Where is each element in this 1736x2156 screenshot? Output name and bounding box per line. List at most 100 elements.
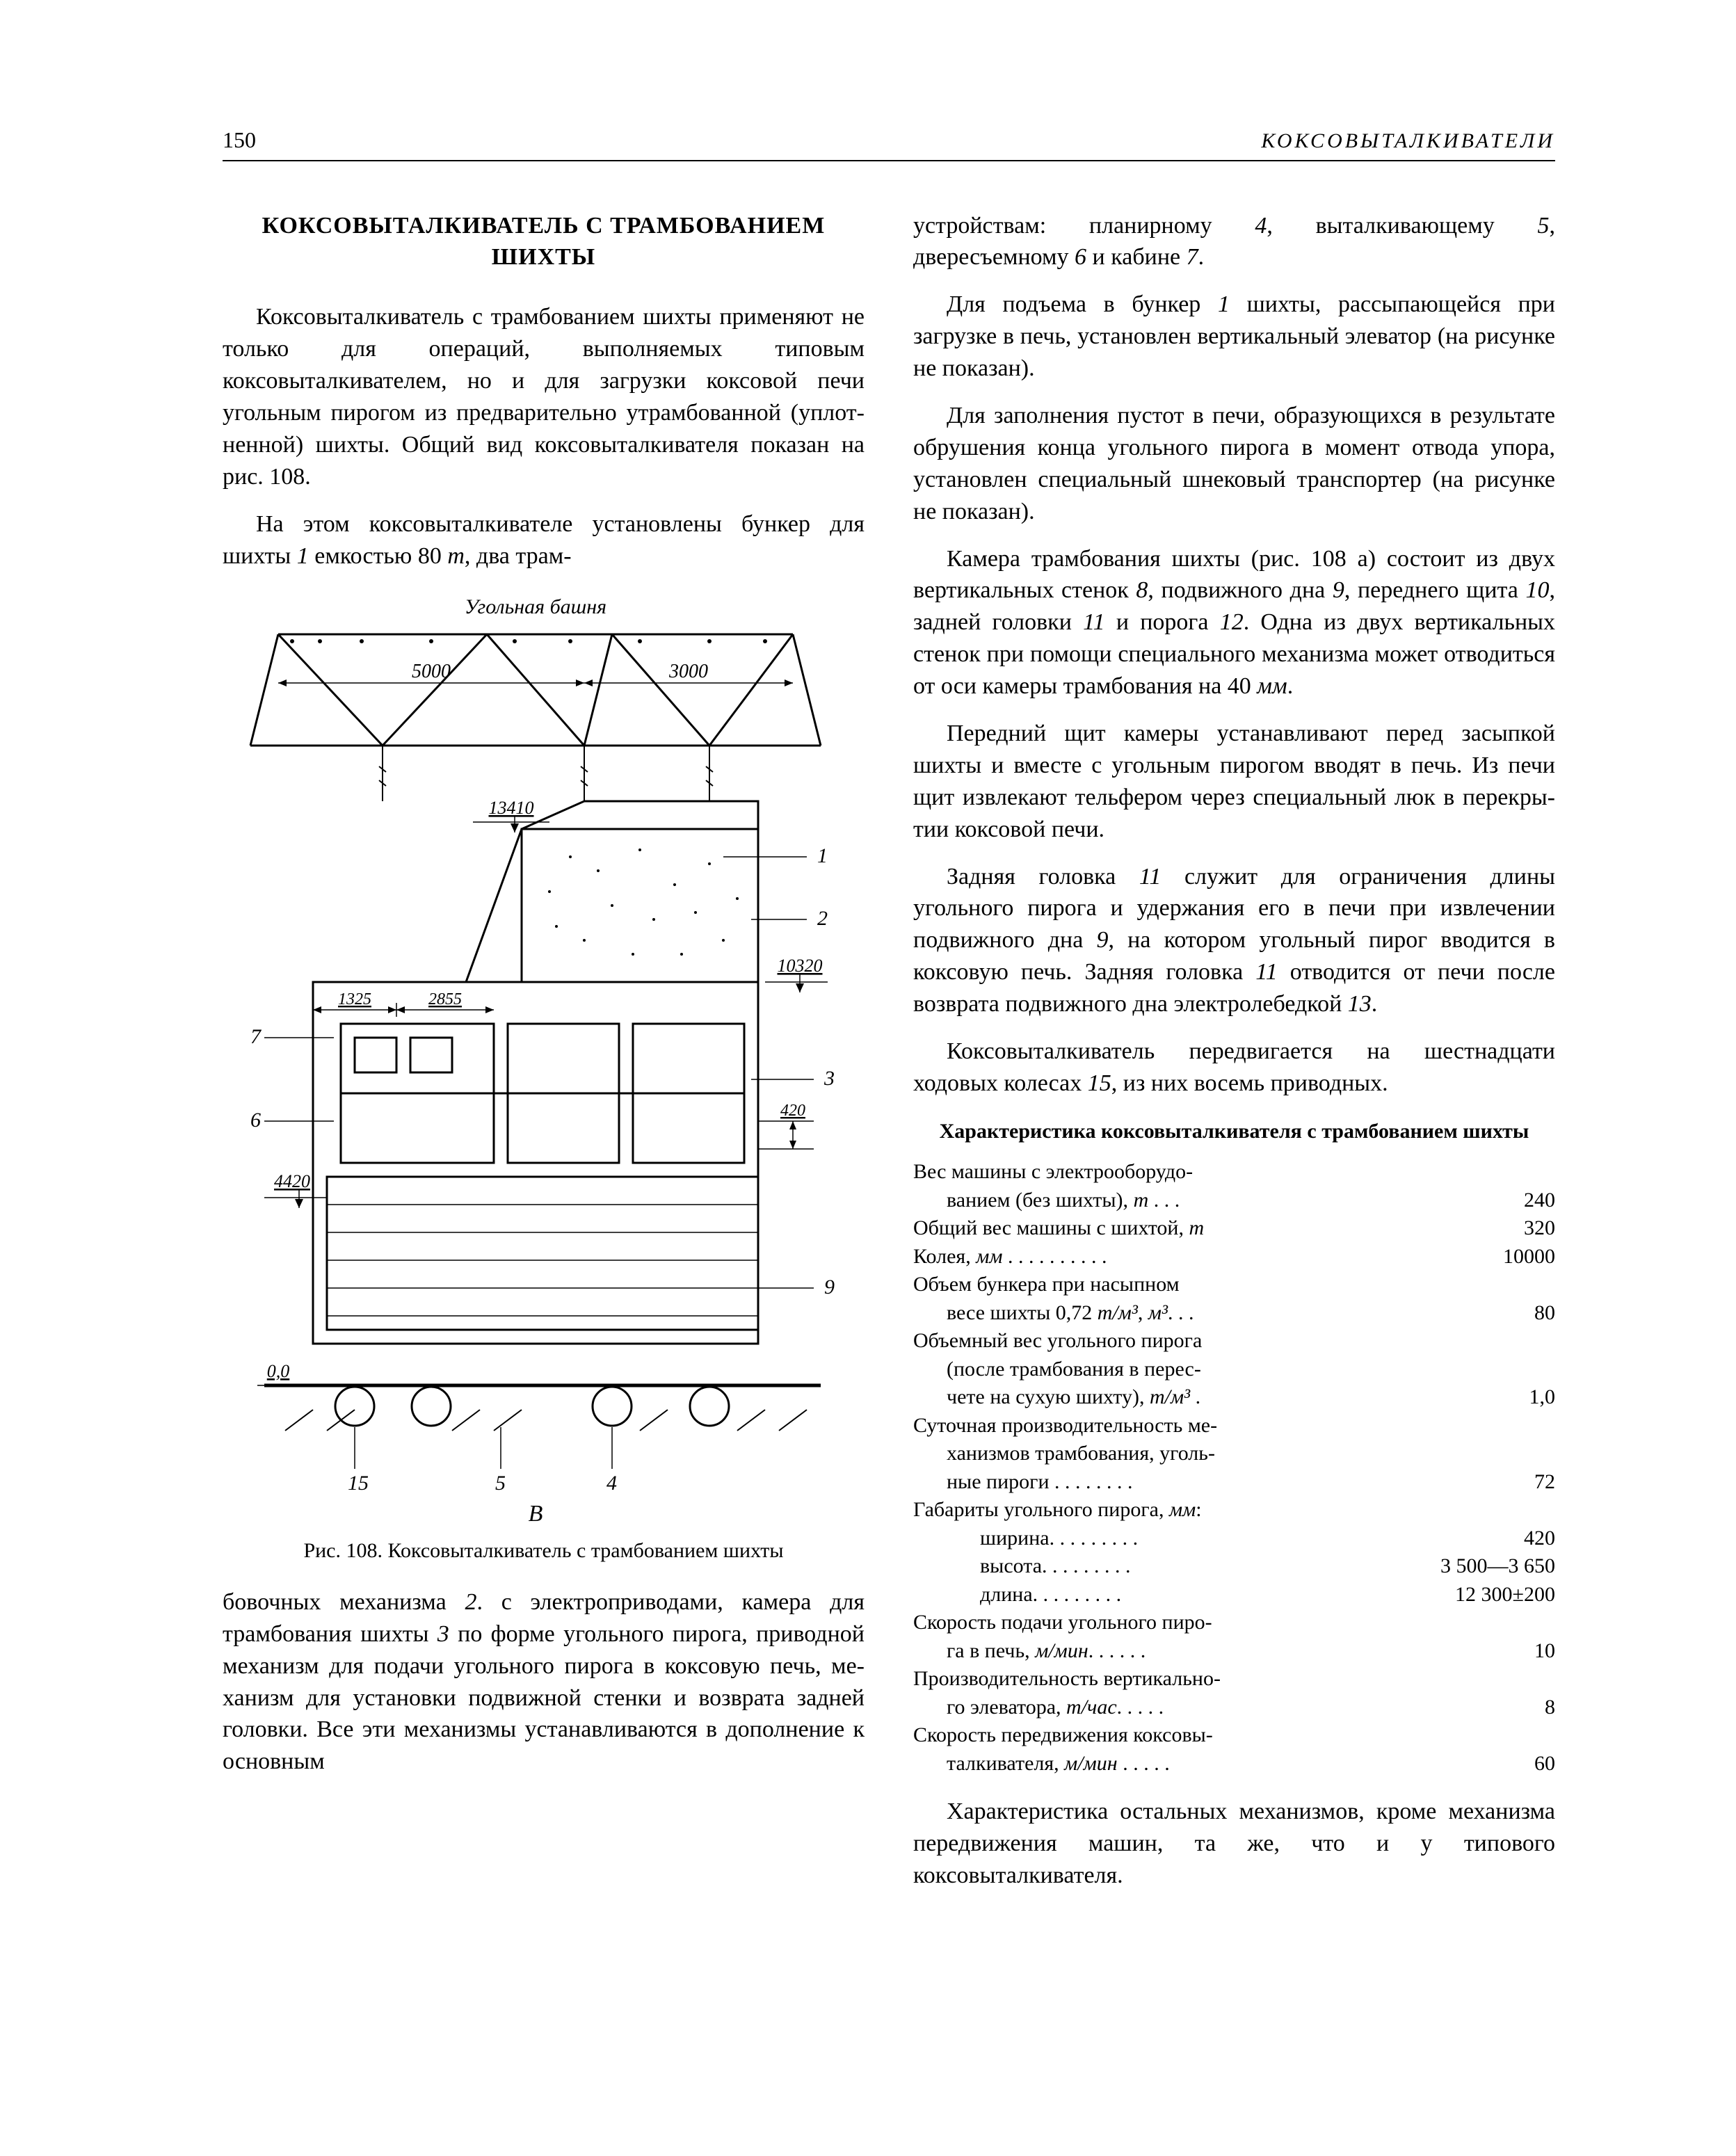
spec-row: Объемный вес угольного пирога(после трам…: [913, 1327, 1555, 1412]
ref-num: 3: [437, 1621, 449, 1647]
running-header: 150 КОКСОВЫТАЛКИВАТЕЛИ: [223, 125, 1555, 161]
ref-num: 7: [1187, 244, 1198, 270]
spec-row: Вес машины с электрооборудо-ванием (без …: [913, 1158, 1555, 1214]
para-r4: Камера трамбования шихты (рис. 108 а) со…: [913, 543, 1555, 702]
para-r7: Коксовыталкиватель передвигается на шест…: [913, 1036, 1555, 1100]
svg-text:15: 15: [348, 1472, 369, 1495]
two-column-layout: КОКСОВЫТАЛКИВАТЕЛЬ С ТРАМБОВАНИЕМ ШИХТЫ …: [223, 210, 1555, 1907]
spec-value: 72: [1402, 1468, 1555, 1497]
spec-value: 12 300±200: [1402, 1581, 1555, 1609]
svg-text:3: 3: [823, 1067, 835, 1090]
text: , выталкивающему: [1267, 213, 1537, 239]
spec-table: Вес машины с электрооборудо-ванием (без …: [913, 1158, 1555, 1778]
para-r3: Для заполнения пустот в печи, образующих…: [913, 400, 1555, 528]
spec-value: 3 500—3 650: [1402, 1552, 1555, 1581]
text: .: [1198, 244, 1205, 270]
para-l2: На этом коксовыталкивателе установлены б…: [223, 508, 865, 572]
spec-label: Суточная производительность ме-ханизмов …: [913, 1412, 1402, 1497]
unit: мм: [1257, 673, 1287, 699]
ref-num: 11: [1255, 959, 1277, 985]
svg-text:0,0: 0,0: [267, 1361, 290, 1381]
page-number: 150: [223, 125, 256, 155]
spec-row: высота. . . . . . . . .3 500—3 650: [913, 1552, 1555, 1581]
svg-text:420: 420: [780, 1102, 805, 1120]
text: и кабине: [1086, 244, 1187, 270]
spec-row: Общий вес машины с шихтой, т320: [913, 1214, 1555, 1243]
ref-num: 2: [465, 1589, 476, 1615]
svg-text:В: В: [529, 1501, 543, 1525]
left-column: КОКСОВЫТАЛКИВАТЕЛЬ С ТРАМБОВАНИЕМ ШИХТЫ …: [223, 210, 865, 1907]
figure-108: Угольная башня: [223, 593, 865, 1566]
svg-text:1: 1: [817, 844, 828, 867]
spec-value: 10000: [1402, 1243, 1555, 1271]
spec-title: Характеристика коксовыталкивателя с трам…: [913, 1118, 1555, 1146]
para-r2: Для подъема в бункер 1 шихты, рассыпаю­щ…: [913, 289, 1555, 385]
para-r5: Передний щит камеры устанавливают пе­ред…: [913, 718, 1555, 846]
para-l3: бовочных механизма 2. с электроприводами…: [223, 1586, 865, 1778]
svg-text:9: 9: [824, 1276, 835, 1298]
running-head: КОКСОВЫТАЛКИВАТЕЛИ: [1261, 127, 1555, 156]
spec-label: ширина. . . . . . . . .: [913, 1525, 1402, 1553]
spec-value: 60: [1402, 1750, 1555, 1778]
ref-num: 11: [1083, 609, 1104, 635]
spec-label: Вес машины с электрооборудо-ванием (без …: [913, 1158, 1402, 1214]
unit: т: [447, 543, 465, 569]
spec-value: 8: [1402, 1694, 1555, 1722]
svg-text:10320: 10320: [778, 956, 823, 976]
svg-text:1325: 1325: [338, 990, 371, 1008]
text: Задняя головка: [947, 864, 1139, 890]
ref-num: 1: [297, 543, 309, 569]
svg-text:5000: 5000: [412, 661, 451, 682]
ref-num: 9: [1096, 927, 1108, 953]
spec-row: Производительность вертикально-го элеват…: [913, 1665, 1555, 1721]
spec-value: 10: [1402, 1637, 1555, 1666]
spec-label: Объем бункера при насыпномвесе шихты 0,7…: [913, 1271, 1402, 1327]
ref-num: 13: [1348, 991, 1372, 1017]
svg-text:2: 2: [817, 907, 828, 930]
spec-label: Колея, мм . . . . . . . . . .: [913, 1243, 1402, 1271]
spec-row: Габариты угольного пирога, мм:: [913, 1496, 1555, 1525]
text: .: [1287, 673, 1294, 699]
right-column: устройствам: планирному 4, выталкивающем…: [913, 210, 1555, 1907]
svg-text:2855: 2855: [428, 990, 462, 1008]
spec-value: 320: [1402, 1214, 1555, 1243]
svg-text:4: 4: [606, 1472, 617, 1495]
text: бовочных механизма: [223, 1589, 465, 1615]
spec-row: длина. . . . . . . . .12 300±200: [913, 1581, 1555, 1609]
figure-svg: Угольная башня: [223, 593, 849, 1525]
svg-text:3000: 3000: [668, 661, 708, 682]
para-l1: Коксовыталкиватель с трамбованием ших­ты…: [223, 301, 865, 492]
svg-text:6: 6: [250, 1109, 261, 1132]
text: , подвиж­ного дна: [1148, 577, 1332, 603]
text: устройствам: планирному: [913, 213, 1255, 239]
svg-text:5: 5: [495, 1472, 506, 1495]
text: Для подъема в бункер: [947, 291, 1218, 317]
text: , два трам-: [465, 543, 572, 569]
spec-label: Объемный вес угольного пирога(после трам…: [913, 1327, 1402, 1412]
para-r1: устройствам: планирному 4, выталкивающем…: [913, 210, 1555, 274]
spec-row: ширина. . . . . . . . .420: [913, 1525, 1555, 1553]
ref-num: 12: [1220, 609, 1244, 635]
ref-num: 6: [1075, 244, 1086, 270]
ref-num: 15: [1088, 1070, 1111, 1096]
svg-text:13410: 13410: [489, 798, 534, 818]
text: , из них восемь приводных.: [1111, 1070, 1388, 1096]
figure-caption: Рис. 108. Коксовыталкиватель с трамбован…: [223, 1537, 865, 1566]
ref-num: 10: [1526, 577, 1550, 603]
ref-num: 5: [1538, 213, 1550, 239]
spec-label: Общий вес машины с шихтой, т: [913, 1214, 1402, 1243]
spec-label: Габариты угольного пирога, мм:: [913, 1496, 1402, 1525]
spec-label: Скорость подачи угольного пиро-га в печь…: [913, 1609, 1402, 1665]
text: емкостью 80: [309, 543, 448, 569]
ref-num: 4: [1255, 213, 1267, 239]
spec-row: Объем бункера при насыпномвесе шихты 0,7…: [913, 1271, 1555, 1327]
spec-label: Производительность вертикально-го элеват…: [913, 1665, 1402, 1721]
svg-text:7: 7: [250, 1025, 262, 1048]
ref-num: 8: [1136, 577, 1148, 603]
spec-label: длина. . . . . . . . .: [913, 1581, 1402, 1609]
spec-value: 240: [1402, 1186, 1555, 1215]
svg-text:Угольная башня: Угольная башня: [465, 595, 606, 618]
para-r6: Задняя головка 11 служит для ограничения…: [913, 861, 1555, 1020]
section-title: КОКСОВЫТАЛКИВАТЕЛЬ С ТРАМБОВАНИЕМ ШИХТЫ: [223, 210, 865, 274]
spec-value: 80: [1402, 1299, 1555, 1328]
